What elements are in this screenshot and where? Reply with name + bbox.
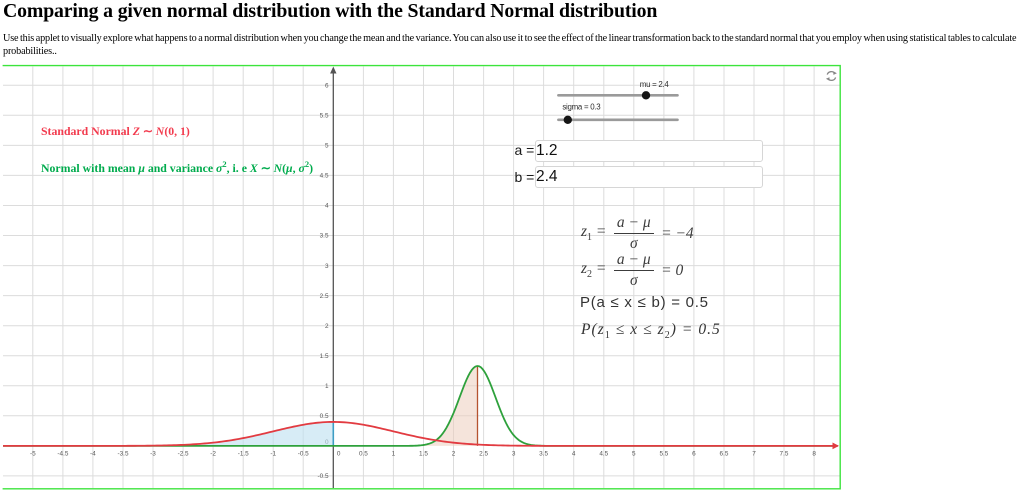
svg-text:2: 2 — [452, 450, 456, 457]
svg-text:7: 7 — [752, 450, 756, 457]
svg-text:8: 8 — [812, 450, 816, 457]
svg-text:2.5: 2.5 — [320, 293, 329, 300]
svg-text:3.5: 3.5 — [539, 450, 548, 457]
svg-text:mu = 2.4: mu = 2.4 — [640, 80, 670, 89]
svg-text:1.5: 1.5 — [419, 450, 428, 457]
svg-text:-1.5: -1.5 — [238, 450, 249, 457]
svg-text:3: 3 — [512, 450, 516, 457]
svg-text:0: 0 — [337, 450, 341, 457]
svg-text:1: 1 — [325, 383, 329, 390]
svg-text:2.5: 2.5 — [479, 450, 488, 457]
svg-text:-4.5: -4.5 — [57, 450, 68, 457]
svg-text:3: 3 — [325, 263, 329, 270]
svg-text:-0.5: -0.5 — [298, 450, 309, 457]
svg-text:3.5: 3.5 — [320, 233, 329, 240]
svg-text:sigma = 0.3: sigma = 0.3 — [562, 102, 601, 111]
svg-text:-1: -1 — [270, 450, 276, 457]
svg-text:-5: -5 — [30, 450, 36, 457]
svg-text:4.5: 4.5 — [320, 173, 329, 180]
svg-text:1.5: 1.5 — [320, 353, 329, 360]
svg-text:5.5: 5.5 — [320, 113, 329, 120]
svg-text:-3.5: -3.5 — [117, 450, 128, 457]
svg-text:0.5: 0.5 — [359, 450, 368, 457]
svg-text:5.5: 5.5 — [659, 450, 668, 457]
svg-text:7.5: 7.5 — [780, 450, 789, 457]
svg-text:-0.5: -0.5 — [317, 473, 328, 480]
svg-text:4: 4 — [325, 203, 329, 210]
svg-text:-3: -3 — [150, 450, 156, 457]
svg-text:4: 4 — [572, 450, 576, 457]
svg-text:-2: -2 — [210, 450, 216, 457]
svg-text:6.5: 6.5 — [720, 450, 729, 457]
svg-text:5: 5 — [325, 143, 329, 150]
svg-text:0.5: 0.5 — [320, 413, 329, 420]
svg-text:6: 6 — [325, 83, 329, 90]
svg-text:-2.5: -2.5 — [178, 450, 189, 457]
svg-text:1: 1 — [392, 450, 396, 457]
svg-text:5: 5 — [632, 450, 636, 457]
svg-text:2: 2 — [325, 323, 329, 330]
svg-text:4.5: 4.5 — [599, 450, 608, 457]
svg-text:-4: -4 — [90, 450, 96, 457]
svg-text:6: 6 — [692, 450, 696, 457]
